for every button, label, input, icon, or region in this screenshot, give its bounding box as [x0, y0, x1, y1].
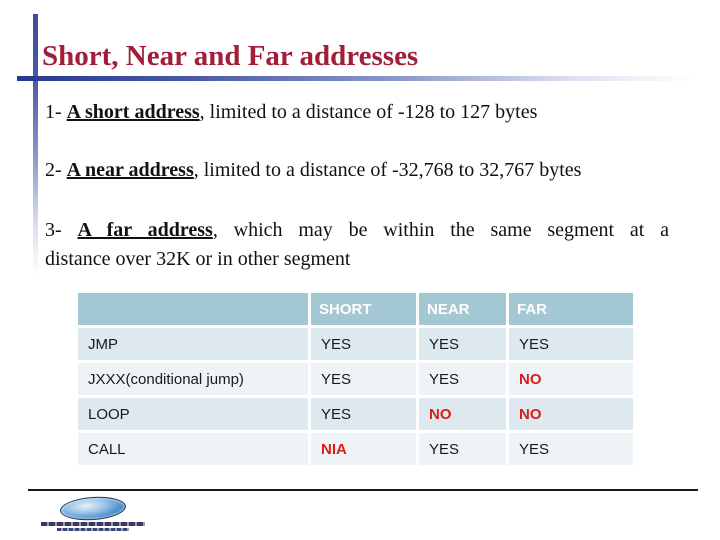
address-types-table: SHORT NEAR FAR JMP YES YES YES JXXX(cond…	[75, 290, 636, 468]
cell-value: NO	[419, 398, 506, 430]
p1-number: 1-	[45, 101, 67, 123]
table-row-loop: LOOP YES NO NO	[78, 398, 633, 430]
table-row-jxxx: JXXX(conditional jump) YES YES NO	[78, 363, 633, 395]
p1-text: , limited to a distance of -128 to 127 b…	[199, 101, 538, 123]
cell-value: YES	[419, 328, 506, 360]
cell-value: YES	[311, 398, 416, 430]
row-label: JMP	[78, 328, 308, 360]
cell-value: YES	[509, 433, 633, 465]
row-label: CALL	[78, 433, 308, 465]
row-label: LOOP	[78, 398, 308, 430]
paragraph-far-address: 3- A far address, which may be within th…	[45, 216, 669, 274]
column-header-short: SHORT	[311, 293, 416, 325]
p2-emphasis: A near address	[66, 159, 194, 181]
p3-line2: distance over 32K or in other segment	[45, 248, 351, 270]
cell-value: YES	[419, 433, 506, 465]
row-label: JXXX(conditional jump)	[78, 363, 308, 395]
accent-horizontal-line	[17, 76, 714, 81]
logo-ellipse	[59, 494, 127, 523]
p3-emphasis: A far address	[77, 219, 213, 241]
p3-line1: 3- A far address, which may be within th…	[45, 216, 669, 245]
cell-value: YES	[509, 328, 633, 360]
logo-caption-line	[41, 522, 145, 526]
column-header-far: FAR	[509, 293, 633, 325]
footer-divider	[28, 489, 698, 491]
table-header-row: SHORT NEAR FAR	[78, 293, 633, 325]
cell-value: YES	[311, 328, 416, 360]
p3-text: , which may be within the same segment a…	[212, 219, 669, 241]
paragraph-short-address: 1- A short address, limited to a distanc…	[45, 98, 669, 127]
table-row-call: CALL NIA YES YES	[78, 433, 633, 465]
accent-vertical-line	[33, 14, 38, 276]
cell-value: NO	[509, 398, 633, 430]
cell-value: YES	[311, 363, 416, 395]
cell-value: NIA	[311, 433, 416, 465]
page-title: Short, Near and Far addresses	[42, 40, 419, 72]
cell-value: NO	[509, 363, 633, 395]
paragraph-near-address: 2- A near address, limited to a distance…	[45, 156, 669, 185]
p2-number: 2-	[45, 159, 67, 181]
p3-number: 3-	[45, 219, 78, 241]
p2-text: , limited to a distance of -32,768 to 32…	[193, 159, 582, 181]
column-header-empty	[78, 293, 308, 325]
university-logo-icon	[38, 494, 148, 531]
p1-emphasis: A short address	[66, 101, 200, 123]
cell-value: YES	[419, 363, 506, 395]
logo-caption-line	[57, 528, 129, 531]
table-row-jmp: JMP YES YES YES	[78, 328, 633, 360]
column-header-near: NEAR	[419, 293, 506, 325]
